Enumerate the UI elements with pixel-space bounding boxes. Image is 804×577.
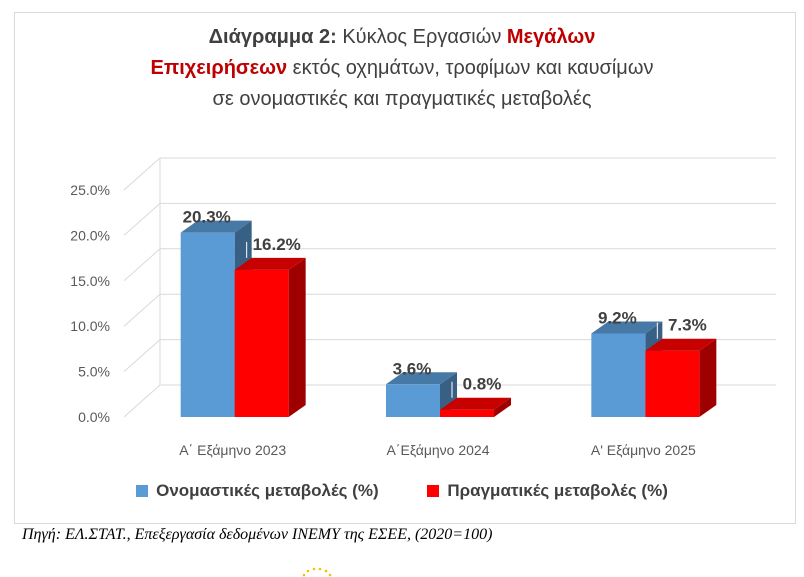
bar [234,269,289,417]
data-label: 9.2% [598,308,637,327]
gridline-diagonal [123,384,161,418]
title-line-3: σε ονομαστικές και πραγματικές μεταβολές [212,88,592,110]
chart-frame [14,12,796,524]
title-highlight-2: Επιχειρήσεων [150,57,288,79]
bar-top [591,321,663,334]
legend: Ονομαστικές μεταβολές (%) Πραγματικές με… [0,481,804,502]
gridline-diagonal [123,248,161,282]
title-line-2: Επιχειρήσεων εκτός οχημάτων, τροφίμων κα… [0,53,804,84]
bar [386,384,440,417]
bar-top [645,338,717,351]
bar [645,350,700,417]
data-label: 3.6% [393,359,432,378]
title-prefix: Διάγραμμα 2: [208,26,337,48]
data-label: 0.8% [463,375,502,394]
legend-swatch-nominal [136,485,149,497]
bar-top [440,397,511,410]
bar [180,232,235,417]
data-label: 7.3% [668,316,707,335]
source-note: Πηγή: ΕΛ.ΣΤΑΤ., Επεξεργασία δεδομένων ΙΝ… [22,526,493,543]
bar [440,409,494,417]
chart-title: Διάγραμμα 2: Κύκλος Εργασιών Μεγάλων Επι… [0,22,804,115]
bar-top [386,372,457,385]
gridline-diagonal [123,203,161,236]
legend-label-nominal: Ονομαστικές μεταβολές (%) [156,481,379,500]
title-text-2: εκτός οχημάτων, τροφίμων και καυσίμων [287,57,654,79]
bar-chart: 0.0% 5.0% 10.0% 15.0% 20.0% 25.0% 20.3% 16.2% Α΄… [70,157,776,458]
y-tick-label: 15.0% [70,273,110,289]
y-tick-label: 25.0% [70,182,110,198]
legend-swatch-real [427,485,440,497]
legend-item-real: Πραγματικές μεταβολές (%) [427,481,668,501]
gridline-diagonal [123,339,161,372]
y-tick-label: 20.0% [70,227,110,243]
title-highlight-1: Μεγάλων [506,26,596,48]
logo-stars-icon [302,567,332,577]
title-line-1: Διάγραμμα 2: Κύκλος Εργασιών Μεγάλων [0,22,804,53]
bar [591,333,646,417]
data-label: 16.2% [253,235,301,254]
legend-item-nominal: Ονομαστικές μεταβολές (%) [136,481,379,501]
bar-side [699,338,717,417]
gridline-diagonal [123,293,161,327]
bar-side [494,397,511,417]
bar-top [180,220,252,233]
title-text-1: Κύκλος Εργασιών [336,26,507,48]
y-tick-label: 10.0% [70,318,110,334]
x-tick-label: Α' Εξάμηνο 2025 [591,442,696,458]
bar-top [234,257,306,270]
x-tick-label: Α΄ Εξάμηνο 2023 [179,442,286,458]
legend-label-real: Πραγματικές μεταβολές (%) [447,481,668,500]
y-tick-label: 0.0% [78,409,110,425]
gridline-diagonal [123,157,161,191]
data-label: 20.3% [183,208,231,227]
x-tick-label: Α΄Εξάμηνο 2024 [387,442,490,458]
bar-side [288,257,306,417]
y-tick-label: 5.0% [78,364,110,380]
